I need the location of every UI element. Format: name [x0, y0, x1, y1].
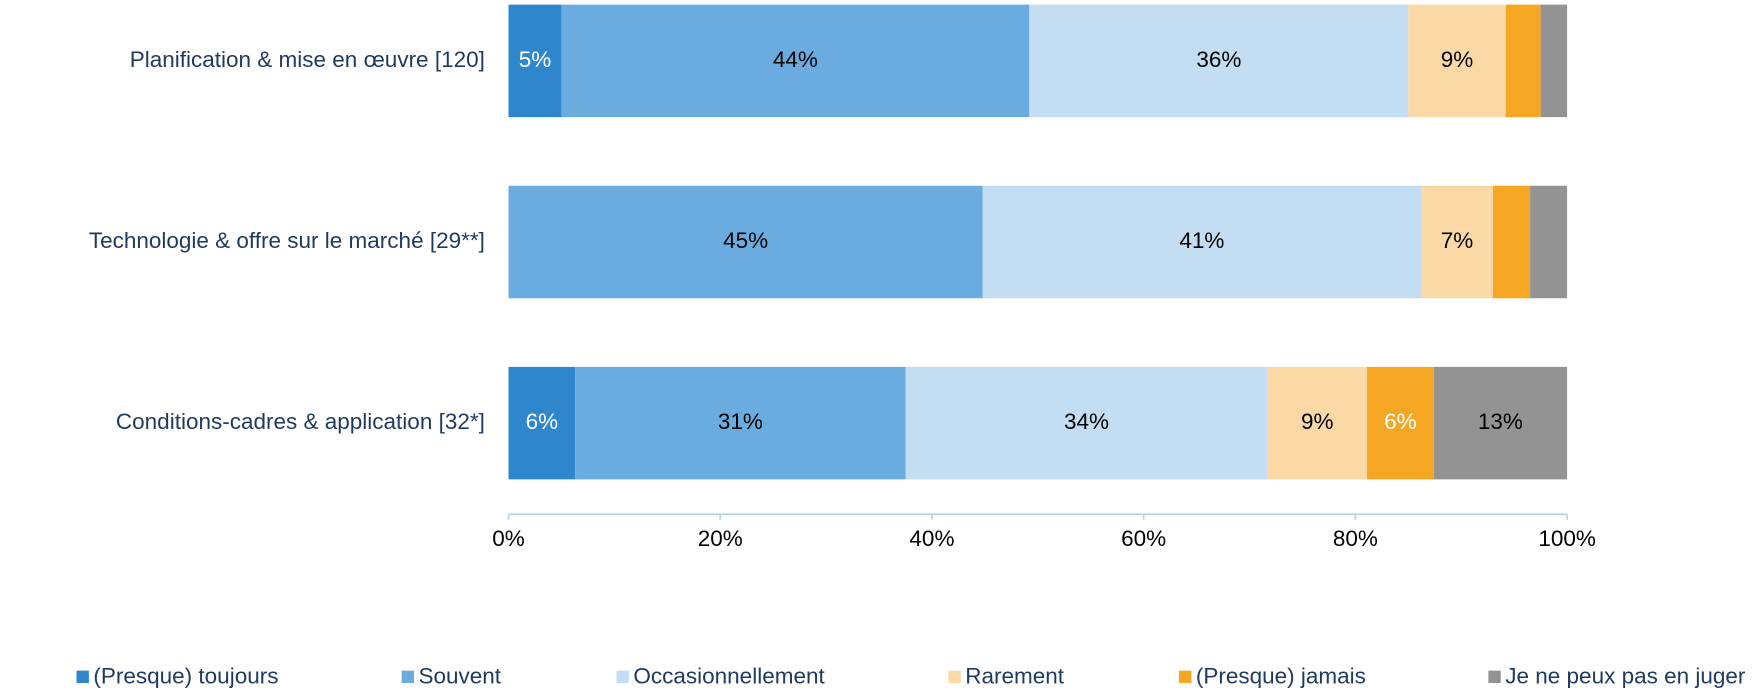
- legend-swatch: [401, 670, 414, 683]
- value-label: 13%: [1478, 409, 1523, 434]
- legend-label: (Presque) jamais: [1196, 663, 1366, 688]
- bar-segment: [1421, 185, 1494, 299]
- bar-segment: [1493, 185, 1531, 299]
- legend-label: Je ne peux pas en juger: [1505, 663, 1746, 688]
- x-tick-label: 20%: [698, 526, 743, 551]
- bar-segment: [1540, 4, 1568, 118]
- value-label: 34%: [1064, 409, 1109, 434]
- value-label: 44%: [773, 47, 818, 72]
- legend-swatch: [948, 670, 961, 683]
- bar-segment: [508, 185, 983, 299]
- value-label: 41%: [1179, 228, 1224, 253]
- x-tick-label: 100%: [1538, 526, 1596, 551]
- bar-segment: [1408, 4, 1506, 118]
- value-label: 5%: [519, 47, 552, 72]
- bar-segment: [561, 4, 1030, 118]
- category-label: Conditions-cadres & application [32*]: [116, 409, 485, 434]
- bar-segment: [508, 366, 576, 480]
- x-tick-label: 80%: [1333, 526, 1378, 551]
- bar-segment: [1029, 4, 1409, 118]
- x-tick-label: 40%: [909, 526, 954, 551]
- x-tick-label: 0%: [492, 526, 525, 551]
- value-label: 36%: [1196, 47, 1241, 72]
- bar-segment: [1367, 366, 1434, 480]
- x-tick-label: 60%: [1121, 526, 1166, 551]
- value-label: 9%: [1301, 409, 1334, 434]
- value-label: 9%: [1441, 47, 1474, 72]
- value-label: 6%: [1384, 409, 1417, 434]
- legend-label: (Presque) toujours: [93, 663, 278, 688]
- bar-segment: [1530, 185, 1568, 299]
- bar-segment: [508, 4, 562, 118]
- category-label: Technologie & offre sur le marché [29**]: [89, 228, 485, 253]
- legend-label: Occasionnellement: [633, 663, 825, 688]
- value-label: 6%: [526, 409, 559, 434]
- value-label: 45%: [723, 228, 768, 253]
- bar-segment: [1433, 366, 1568, 480]
- value-label: 31%: [718, 409, 763, 434]
- value-label: 7%: [1441, 228, 1474, 253]
- bar-segment: [982, 185, 1422, 299]
- category-label: Planification & mise en œuvre [120]: [130, 47, 485, 72]
- bar-segment: [575, 366, 906, 480]
- bar-segment: [905, 366, 1268, 480]
- legend-swatch: [1179, 670, 1192, 683]
- legend-swatch: [1488, 670, 1501, 683]
- legend-swatch: [76, 670, 89, 683]
- legend-swatch: [616, 670, 629, 683]
- legend-label: Souvent: [419, 663, 502, 688]
- bar-segment: [1505, 4, 1541, 118]
- legend-label: Rarement: [965, 663, 1065, 688]
- bar-segment: [1267, 366, 1368, 480]
